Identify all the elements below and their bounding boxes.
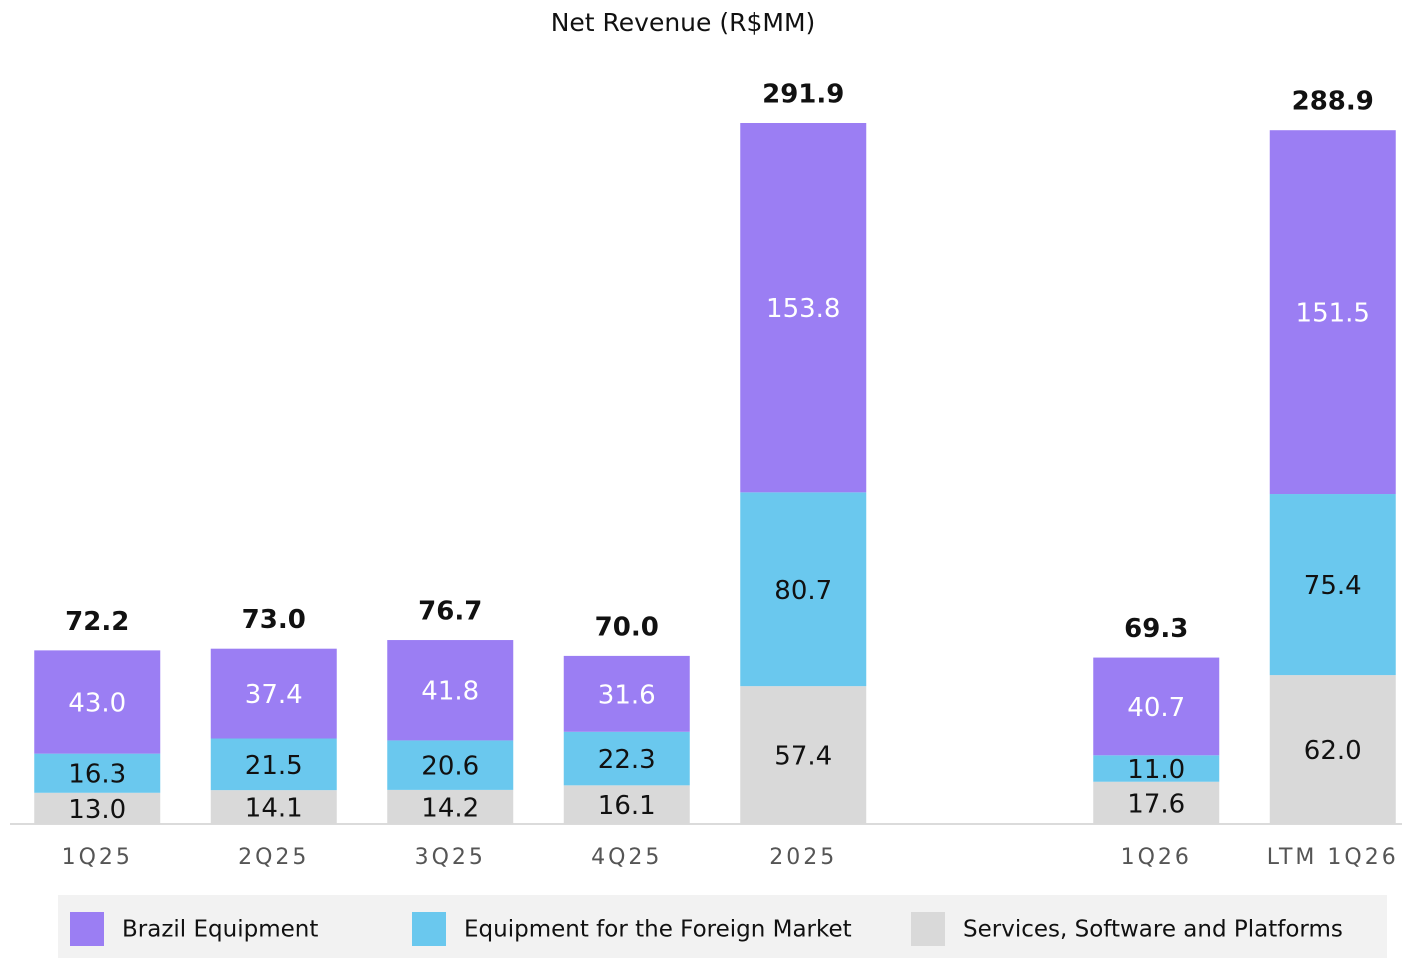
chart-title: Net Revenue (R$MM)	[551, 8, 816, 37]
bar-segment	[210, 738, 337, 791]
segment-label: 153.8	[766, 294, 840, 324]
segment-label: 80.7	[774, 576, 832, 606]
bar-segment	[1093, 755, 1220, 782]
bar-segment	[1093, 657, 1220, 756]
bar-segment	[740, 686, 867, 824]
segment-label: 21.5	[245, 751, 303, 781]
segment-label: 22.3	[598, 745, 656, 775]
total-label: 69.3	[1124, 614, 1188, 644]
x-tick-label: 1Q25	[62, 845, 133, 870]
x-tick-label: LTM 1Q26	[1267, 845, 1399, 870]
segment-label: 14.1	[245, 794, 303, 824]
bar-segment	[34, 650, 161, 754]
segment-label: 16.1	[598, 791, 656, 821]
bar-segment	[563, 785, 690, 824]
total-label: 291.9	[762, 80, 844, 110]
bar-segment	[740, 123, 867, 493]
segment-label: 20.6	[421, 752, 479, 782]
legend-swatch	[911, 912, 945, 946]
segment-label: 31.6	[598, 680, 656, 710]
segment-label: 37.4	[245, 680, 303, 710]
segment-label: 14.2	[421, 793, 479, 823]
segment-label: 40.7	[1127, 693, 1185, 723]
segment-label: 57.4	[774, 742, 832, 772]
x-tick-label: 1Q26	[1121, 845, 1192, 870]
legend-swatch	[412, 912, 446, 946]
total-label: 72.2	[65, 607, 129, 637]
segment-label: 41.8	[421, 677, 479, 707]
bar-segment	[210, 790, 337, 824]
segment-label: 75.4	[1304, 571, 1362, 601]
legend-swatch	[70, 912, 104, 946]
legend-label: Equipment for the Foreign Market	[464, 917, 852, 943]
segment-label: 62.0	[1304, 736, 1362, 766]
x-tick-label: 4Q25	[591, 845, 662, 870]
x-tick-label: 3Q25	[415, 845, 486, 870]
bar-segment	[1269, 130, 1396, 495]
segment-label: 16.3	[68, 760, 126, 790]
bar-segment	[1269, 494, 1396, 676]
bar-segment	[387, 789, 514, 824]
bar-segment	[563, 731, 690, 786]
total-label: 288.9	[1292, 87, 1374, 117]
segment-label: 13.0	[68, 795, 126, 825]
bar-segment	[34, 753, 161, 793]
legend-label: Brazil Equipment	[122, 917, 318, 943]
bar-segment	[34, 792, 161, 824]
bar-segment	[387, 640, 514, 741]
segment-label: 151.5	[1296, 299, 1370, 329]
total-label: 70.0	[595, 612, 659, 642]
x-tick-label: 2025	[769, 845, 837, 870]
segment-label: 43.0	[68, 689, 126, 719]
bar-segment	[1269, 675, 1396, 824]
total-label: 73.0	[242, 605, 306, 635]
segment-label: 11.0	[1127, 755, 1185, 785]
bar-segment	[1093, 781, 1220, 824]
legend-label: Services, Software and Platforms	[963, 917, 1343, 943]
total-label: 76.7	[418, 596, 482, 626]
bar-segment	[387, 740, 514, 790]
legend-box	[58, 895, 1387, 958]
bar-segment	[740, 492, 867, 687]
bar-segment	[563, 655, 690, 732]
x-tick-label: 2Q25	[238, 845, 309, 870]
bar-segment	[210, 648, 337, 739]
segment-label: 17.6	[1127, 789, 1185, 819]
